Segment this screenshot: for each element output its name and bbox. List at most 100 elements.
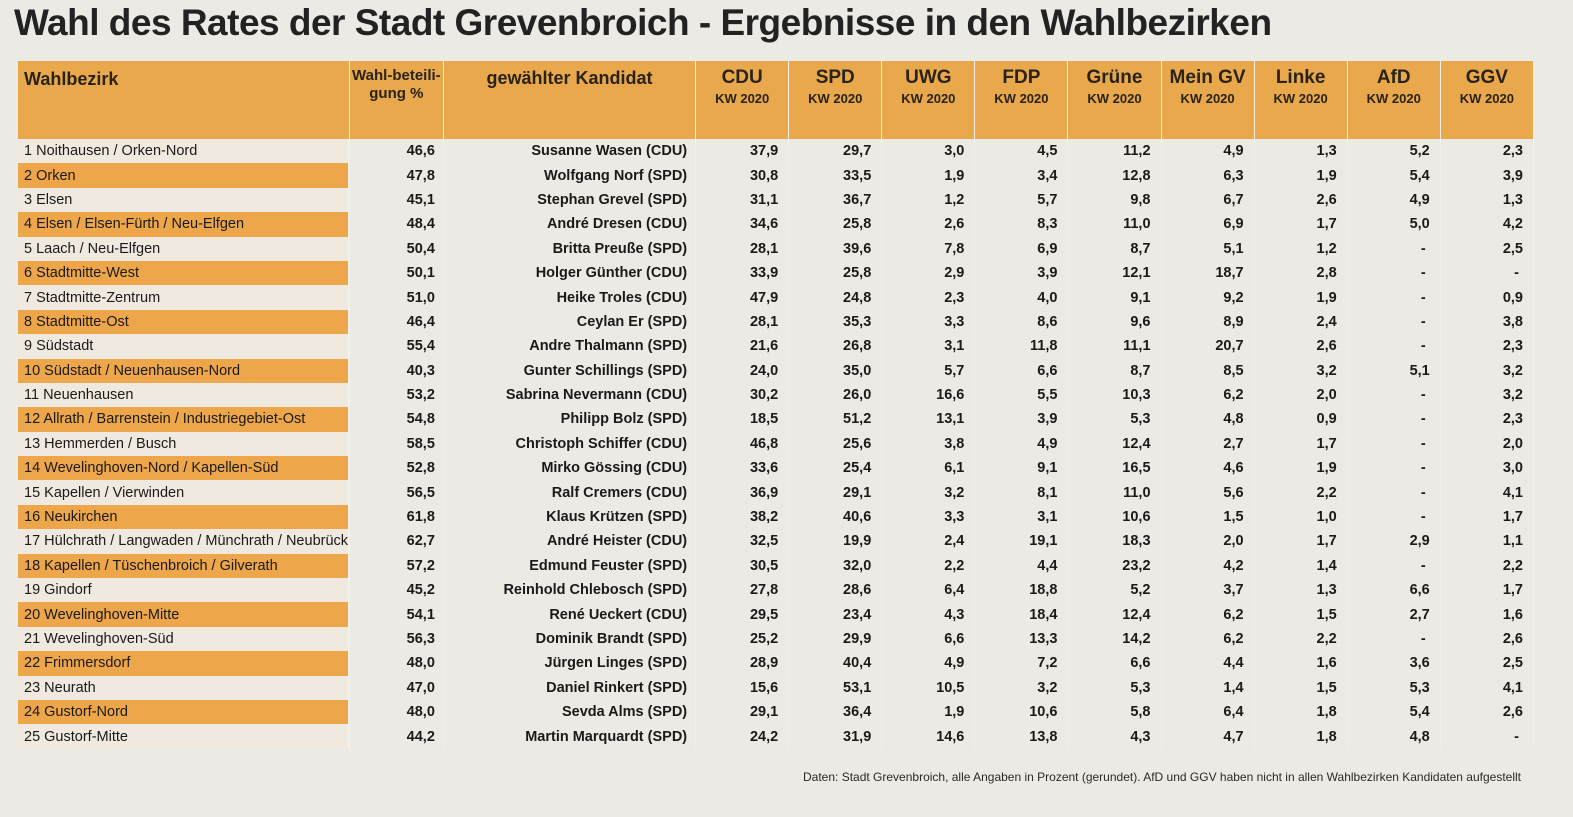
party-sublabel: KW 2020 [808,91,863,106]
result-cell: 25,8 [788,212,883,237]
result-cell: 5,7 [881,358,976,383]
candidate-cell: Andre Thalmann (SPD) [443,334,697,359]
result-cell: 1,7 [1254,431,1348,457]
result-cell: 5,5 [974,382,1069,408]
result-cell: 8,3 [974,212,1069,237]
result-cell: 35,0 [788,358,883,383]
district-cell: 18 Kapellen / Tüschenbroich / Gilverath [18,553,351,579]
turnout-cell: 61,8 [349,504,444,530]
header-party-uwg: UWG KW 2020 [881,61,976,139]
result-cell: 4,6 [1161,456,1255,481]
result-cell: 18,5 [695,407,790,432]
result-cell: 1,3 [1254,578,1348,603]
party-sublabel: KW 2020 [1180,91,1235,106]
result-cell: 5,7 [974,187,1069,213]
district-cell: 6 Stadtmitte-West [18,260,351,286]
result-cell: 6,6 [881,626,976,652]
result-cell: 4,1 [1440,480,1535,505]
party-sublabel: KW 2020 [1087,91,1142,106]
result-cell: 3,1 [881,334,976,359]
result-cell: 2,9 [1347,529,1441,554]
result-cell: 11,0 [1067,480,1162,505]
result-cell: 13,1 [881,407,976,432]
result-cell: 1,1 [1440,529,1535,554]
district-cell: 21 Wevelinghoven-Süd [18,626,351,652]
result-cell: 2,7 [1347,602,1441,627]
result-cell: 24,0 [695,358,790,383]
result-cell: 11,0 [1067,212,1162,237]
result-cell: 2,2 [1440,553,1535,579]
result-cell: 9,2 [1161,285,1255,310]
result-cell: 2,6 [1254,187,1348,213]
result-cell: 8,6 [974,309,1069,335]
district-cell: 1 Noithausen / Orken-Nord [18,139,351,164]
result-cell: 4,9 [881,651,976,676]
result-cell: 2,3 [1440,139,1535,164]
header-party-afd: AfD KW 2020 [1347,61,1441,139]
party-name: UWG [905,67,952,88]
result-cell: 2,6 [881,212,976,237]
result-cell: 2,6 [1254,334,1348,359]
header-party-fdp: FDP KW 2020 [974,61,1069,139]
result-cell: 36,4 [788,699,883,725]
candidate-cell: Daniel Rinkert (SPD) [443,675,697,700]
header-party-spd: SPD KW 2020 [788,61,883,139]
result-cell: 0,9 [1254,407,1348,432]
district-cell: 4 Elsen / Elsen-Fürth / Neu-Elfgen [18,212,351,237]
result-cell: - [1347,382,1441,408]
turnout-cell: 45,2 [349,578,444,603]
result-cell: 1,3 [1254,139,1348,164]
result-cell: 3,7 [1161,578,1255,603]
result-cell: - [1347,626,1441,652]
result-cell: 5,4 [1347,699,1441,725]
result-cell: 2,3 [881,285,976,310]
district-cell: 25 Gustorf-Mitte [18,724,351,749]
district-cell: 10 Südstadt / Neuenhausen-Nord [18,358,351,383]
district-cell: 24 Gustorf-Nord [18,699,351,725]
result-cell: 53,1 [788,675,883,700]
result-cell: 1,4 [1254,553,1348,579]
party-name: FDP [1002,67,1041,88]
candidate-cell: Klaus Krützen (SPD) [443,504,697,530]
district-cell: 3 Elsen [18,187,351,213]
result-cell: 9,6 [1067,309,1162,335]
turnout-cell: 56,5 [349,480,444,505]
result-cell: 1,7 [1254,529,1348,554]
party-sublabel: KW 2020 [1273,91,1328,106]
district-cell: 19 Gindorf [18,578,351,603]
result-cell: 5,2 [1067,578,1162,603]
result-cell: 29,5 [695,602,790,627]
result-cell: 1,5 [1254,675,1348,700]
result-cell: 1,5 [1161,504,1255,530]
result-cell: 18,7 [1161,260,1255,286]
table-row: 14 Wevelinghoven-Nord / Kapellen-Süd 52,8… [18,456,1535,481]
result-cell: 3,3 [881,309,976,335]
table-row: 18 Kapellen / Tüschenbroich / Gilverath 5… [18,553,1535,579]
party-name: Grüne [1086,67,1143,88]
result-cell: 1,9 [1254,285,1348,310]
result-cell: 25,4 [788,456,883,481]
result-cell: 2,4 [881,529,976,554]
result-cell: 3,2 [974,675,1069,700]
party-name: CDU [721,67,763,88]
result-cell: 2,0 [1440,431,1535,457]
result-cell: 6,6 [1347,578,1441,603]
result-cell: 2,2 [1254,480,1348,505]
result-cell: 4,9 [974,431,1069,457]
result-cell: 1,7 [1254,212,1348,237]
candidate-cell: Stephan Grevel (SPD) [443,187,697,213]
result-cell: - [1347,236,1441,261]
turnout-cell: 45,1 [349,187,444,213]
result-cell: 2,8 [1254,260,1348,286]
candidate-cell: Christoph Schiffer (CDU) [443,431,697,457]
result-cell: 3,4 [974,163,1069,188]
result-cell: 12,4 [1067,431,1162,457]
results-table-container: Wahlbezirk Wahl-beteili-gung % gewählter… [18,61,1535,749]
result-cell: 1,0 [1254,504,1348,530]
result-cell: 5,3 [1067,407,1162,432]
header-party-mein-gv: Mein GV KW 2020 [1161,61,1255,139]
result-cell: 1,9 [881,699,976,725]
result-cell: - [1347,334,1441,359]
result-cell: 15,6 [695,675,790,700]
result-cell: 2,2 [1254,626,1348,652]
